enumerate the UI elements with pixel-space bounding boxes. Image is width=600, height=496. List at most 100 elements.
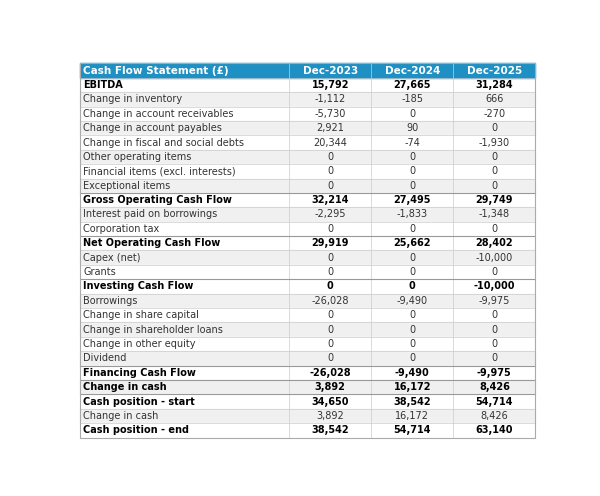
Text: 29,749: 29,749 [476,195,513,205]
Bar [80,409,535,423]
Text: Net Operating Cash Flow: Net Operating Cash Flow [83,238,221,248]
Text: Corporation tax: Corporation tax [83,224,160,234]
Text: -9,490: -9,490 [397,296,428,306]
Bar [80,279,535,294]
Bar [80,337,535,351]
Text: 0: 0 [327,252,334,263]
Text: 38,542: 38,542 [394,397,431,407]
Text: 0: 0 [327,224,334,234]
Text: -1,112: -1,112 [314,94,346,104]
Text: Capex (net): Capex (net) [83,252,141,263]
Bar [80,150,535,164]
Text: 0: 0 [491,166,497,176]
Text: -1,930: -1,930 [479,137,510,147]
Text: 8,426: 8,426 [481,411,508,421]
Text: Dividend: Dividend [83,354,127,364]
Text: 31,284: 31,284 [476,80,513,90]
Bar [80,135,535,150]
Text: Gross Operating Cash Flow: Gross Operating Cash Flow [83,195,232,205]
Text: Change in shareholder loans: Change in shareholder loans [83,325,223,335]
Text: 20,344: 20,344 [313,137,347,147]
Text: 0: 0 [491,354,497,364]
Text: 0: 0 [409,224,415,234]
Text: -2,295: -2,295 [314,209,346,220]
Text: -1,348: -1,348 [479,209,510,220]
Text: -5,730: -5,730 [314,109,346,119]
Text: 27,665: 27,665 [394,80,431,90]
Text: 0: 0 [491,339,497,349]
Text: Exceptional items: Exceptional items [83,181,170,190]
Text: -26,028: -26,028 [310,368,351,378]
Text: 0: 0 [409,339,415,349]
Text: -1,833: -1,833 [397,209,428,220]
Text: 0: 0 [409,325,415,335]
Text: 54,714: 54,714 [476,397,513,407]
Text: 0: 0 [491,181,497,190]
Bar [80,294,535,308]
Text: 0: 0 [327,166,334,176]
Text: 16,172: 16,172 [394,382,431,392]
Text: -9,975: -9,975 [479,296,510,306]
Text: 54,714: 54,714 [394,426,431,435]
Text: 27,495: 27,495 [394,195,431,205]
Bar [80,92,535,107]
Text: Change in inventory: Change in inventory [83,94,182,104]
Text: 0: 0 [327,152,334,162]
Text: -9,975: -9,975 [477,368,512,378]
Bar [80,63,535,78]
Bar [80,107,535,121]
Text: Dec-2025: Dec-2025 [467,65,522,75]
Text: -10,000: -10,000 [476,252,513,263]
Text: 8,426: 8,426 [479,382,510,392]
Text: 0: 0 [491,325,497,335]
Text: Change in cash: Change in cash [83,382,167,392]
Text: Change in account receivables: Change in account receivables [83,109,234,119]
Text: -270: -270 [483,109,505,119]
Text: 666: 666 [485,94,503,104]
Text: 0: 0 [409,152,415,162]
Text: 15,792: 15,792 [311,80,349,90]
Text: 0: 0 [327,354,334,364]
Text: 25,662: 25,662 [394,238,431,248]
Text: 0: 0 [491,310,497,320]
Bar [80,121,535,135]
Text: Investing Cash Flow: Investing Cash Flow [83,281,194,292]
Bar [80,78,535,92]
Text: Change in cash: Change in cash [83,411,159,421]
Bar [80,236,535,250]
Bar [80,193,535,207]
Text: 0: 0 [409,166,415,176]
Bar [80,265,535,279]
Bar [80,380,535,394]
Bar [80,423,535,437]
Text: 90: 90 [406,123,418,133]
Text: Cash position - start: Cash position - start [83,397,195,407]
Text: -74: -74 [404,137,420,147]
Text: -185: -185 [401,94,424,104]
Text: 0: 0 [409,310,415,320]
Text: 0: 0 [327,325,334,335]
Text: 0: 0 [327,181,334,190]
Text: 0: 0 [409,281,416,292]
Text: 0: 0 [327,267,334,277]
Text: 34,650: 34,650 [311,397,349,407]
Text: Financial items (excl. interests): Financial items (excl. interests) [83,166,236,176]
Text: Interest paid on borrowings: Interest paid on borrowings [83,209,218,220]
Text: 0: 0 [491,224,497,234]
Bar [80,308,535,322]
Bar [80,207,535,222]
Text: 0: 0 [409,354,415,364]
Bar [80,351,535,366]
Text: Borrowings: Borrowings [83,296,138,306]
Text: -10,000: -10,000 [473,281,515,292]
Text: Grants: Grants [83,267,116,277]
Text: 3,892: 3,892 [315,382,346,392]
Text: 63,140: 63,140 [476,426,513,435]
Bar [80,322,535,337]
Text: 0: 0 [327,310,334,320]
Text: 32,214: 32,214 [311,195,349,205]
Text: Other operating items: Other operating items [83,152,192,162]
Bar [80,164,535,179]
Text: 0: 0 [327,339,334,349]
Text: -9,490: -9,490 [395,368,430,378]
